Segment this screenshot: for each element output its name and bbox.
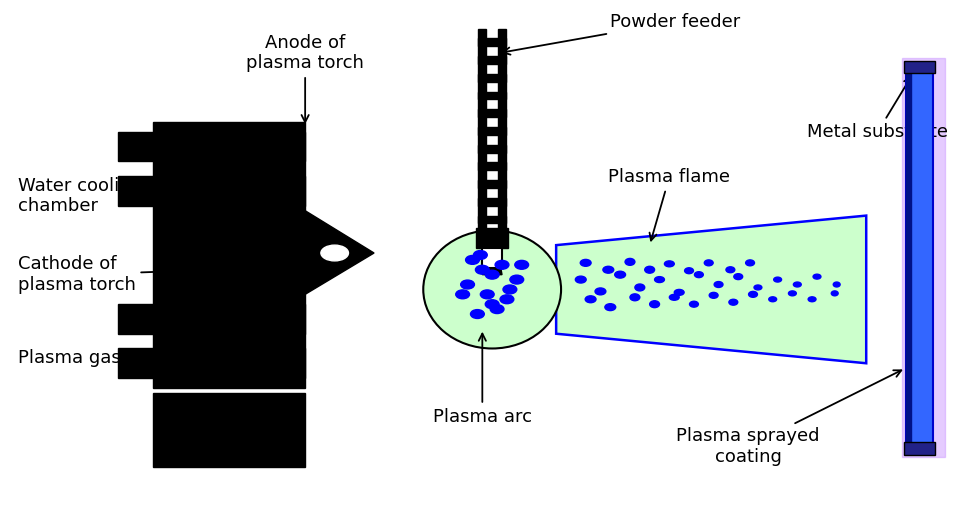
Ellipse shape xyxy=(605,304,615,311)
Polygon shape xyxy=(478,215,506,224)
Ellipse shape xyxy=(746,260,755,266)
Ellipse shape xyxy=(808,297,816,302)
Ellipse shape xyxy=(669,295,679,300)
Ellipse shape xyxy=(789,291,797,296)
Ellipse shape xyxy=(768,297,776,302)
Ellipse shape xyxy=(473,250,487,260)
Ellipse shape xyxy=(475,265,489,274)
Text: Anode of
plasma torch: Anode of plasma torch xyxy=(246,33,365,122)
Ellipse shape xyxy=(749,292,758,297)
Ellipse shape xyxy=(456,290,469,299)
Ellipse shape xyxy=(650,301,660,308)
Ellipse shape xyxy=(466,256,479,264)
Polygon shape xyxy=(482,264,502,275)
Ellipse shape xyxy=(674,289,684,296)
Ellipse shape xyxy=(734,274,743,279)
Ellipse shape xyxy=(514,261,528,269)
Polygon shape xyxy=(119,348,305,378)
Polygon shape xyxy=(119,132,305,161)
Polygon shape xyxy=(478,56,506,64)
Ellipse shape xyxy=(485,270,499,279)
Polygon shape xyxy=(478,92,506,99)
Text: Plasma flame: Plasma flame xyxy=(609,168,730,240)
Polygon shape xyxy=(557,215,866,363)
Ellipse shape xyxy=(480,290,494,299)
Polygon shape xyxy=(478,144,506,153)
Ellipse shape xyxy=(625,259,635,265)
Ellipse shape xyxy=(831,291,838,296)
Ellipse shape xyxy=(500,295,514,304)
Polygon shape xyxy=(482,248,502,268)
Ellipse shape xyxy=(320,245,349,261)
Ellipse shape xyxy=(655,277,664,282)
Ellipse shape xyxy=(664,261,674,267)
Ellipse shape xyxy=(461,280,474,289)
Polygon shape xyxy=(904,442,935,455)
Ellipse shape xyxy=(630,294,640,301)
Ellipse shape xyxy=(710,293,718,298)
Polygon shape xyxy=(153,122,305,388)
Polygon shape xyxy=(478,198,506,206)
Ellipse shape xyxy=(695,272,704,278)
Text: Plasma gas: Plasma gas xyxy=(18,349,168,368)
Polygon shape xyxy=(904,61,935,73)
Ellipse shape xyxy=(813,274,821,279)
Ellipse shape xyxy=(614,271,625,278)
Text: Plasma sprayed
coating: Plasma sprayed coating xyxy=(676,370,902,466)
Ellipse shape xyxy=(495,261,509,269)
Ellipse shape xyxy=(503,285,516,294)
Ellipse shape xyxy=(470,310,484,318)
Polygon shape xyxy=(478,39,506,46)
Polygon shape xyxy=(478,74,506,82)
Polygon shape xyxy=(906,63,910,452)
Ellipse shape xyxy=(603,266,613,273)
Ellipse shape xyxy=(490,305,504,313)
Ellipse shape xyxy=(690,301,699,307)
Ellipse shape xyxy=(485,300,499,309)
Polygon shape xyxy=(902,58,945,457)
Ellipse shape xyxy=(794,282,802,287)
Ellipse shape xyxy=(423,230,562,348)
Ellipse shape xyxy=(729,299,738,305)
Ellipse shape xyxy=(585,296,596,303)
Ellipse shape xyxy=(645,266,655,273)
Polygon shape xyxy=(478,110,506,117)
Ellipse shape xyxy=(714,281,723,287)
Text: Cathode of
plasma torch: Cathode of plasma torch xyxy=(18,255,212,294)
Ellipse shape xyxy=(754,285,761,290)
Polygon shape xyxy=(906,63,933,452)
Ellipse shape xyxy=(726,267,735,273)
Text: Powder feeder: Powder feeder xyxy=(503,13,741,55)
Text: Metal substrate: Metal substrate xyxy=(808,77,949,141)
Polygon shape xyxy=(478,162,506,170)
Polygon shape xyxy=(498,28,506,230)
Ellipse shape xyxy=(773,277,782,282)
Ellipse shape xyxy=(833,282,840,287)
Polygon shape xyxy=(305,211,374,295)
Ellipse shape xyxy=(575,276,586,283)
Ellipse shape xyxy=(595,288,606,295)
Polygon shape xyxy=(478,28,486,230)
Text: Water cooling
chamber: Water cooling chamber xyxy=(18,176,168,215)
Polygon shape xyxy=(119,176,305,206)
Polygon shape xyxy=(119,304,305,334)
Polygon shape xyxy=(153,393,305,466)
Text: Plasma arc: Plasma arc xyxy=(433,334,532,425)
Polygon shape xyxy=(476,228,508,248)
Ellipse shape xyxy=(580,260,591,266)
Ellipse shape xyxy=(685,268,694,274)
Ellipse shape xyxy=(705,260,713,266)
Polygon shape xyxy=(478,180,506,188)
Ellipse shape xyxy=(635,284,645,291)
Ellipse shape xyxy=(510,275,523,284)
Polygon shape xyxy=(478,127,506,135)
